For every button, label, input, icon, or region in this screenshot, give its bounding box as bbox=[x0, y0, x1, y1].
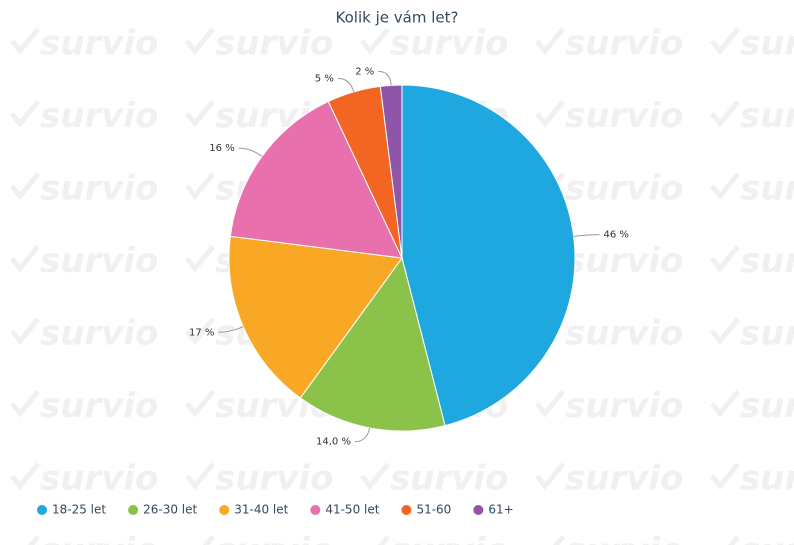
data-label: 17 % bbox=[189, 327, 214, 338]
watermark-check bbox=[185, 99, 215, 128]
legend-label: 41-50 let bbox=[325, 503, 379, 517]
watermark-text: survio bbox=[740, 169, 794, 209]
watermark-text: survio bbox=[740, 386, 794, 426]
watermark-check bbox=[727, 534, 740, 545]
watermark-text: survio bbox=[215, 531, 333, 545]
watermark-text: survio bbox=[740, 314, 794, 354]
watermark-text: survio bbox=[215, 24, 333, 64]
watermark-check bbox=[10, 317, 40, 345]
watermark-check bbox=[710, 172, 740, 200]
watermark-check bbox=[10, 172, 40, 200]
watermark-text: survio bbox=[215, 459, 333, 499]
watermark-text: survio bbox=[565, 241, 683, 281]
legend-label: 18-25 let bbox=[52, 503, 106, 517]
leader-line bbox=[354, 427, 371, 443]
watermark-text: survio bbox=[40, 531, 158, 545]
watermark-text: survio bbox=[40, 24, 158, 64]
watermark-text: survio bbox=[565, 169, 683, 209]
watermark-check bbox=[360, 462, 390, 490]
data-label: 16 % bbox=[209, 143, 234, 154]
watermark-text: survio bbox=[390, 459, 508, 499]
watermark-check bbox=[185, 317, 215, 345]
watermark-check bbox=[10, 389, 40, 418]
watermark-check bbox=[360, 27, 390, 55]
watermark-text: survio bbox=[390, 24, 508, 64]
watermark-text: survio bbox=[390, 531, 508, 545]
watermark-check bbox=[185, 172, 215, 200]
watermark-check bbox=[535, 27, 565, 55]
watermark-check bbox=[710, 244, 740, 273]
chart-title: Kolik je vám let? bbox=[336, 9, 459, 27]
watermark-check bbox=[710, 27, 740, 55]
watermark-text: survio bbox=[40, 459, 158, 499]
watermark-check bbox=[185, 389, 215, 418]
watermark-text: survio bbox=[40, 169, 158, 209]
watermark-text: survio bbox=[740, 96, 794, 136]
legend-label: 26-30 let bbox=[143, 503, 197, 517]
data-label: 2 % bbox=[355, 66, 374, 77]
legend-marker bbox=[310, 505, 321, 515]
watermark-check bbox=[535, 389, 565, 418]
legend-label: 31-40 let bbox=[234, 503, 288, 517]
watermark-check bbox=[185, 462, 215, 490]
legend-marker bbox=[401, 505, 412, 515]
watermark-check bbox=[10, 99, 40, 128]
watermark-text: survio bbox=[40, 314, 158, 354]
watermark-text: survio bbox=[565, 531, 683, 545]
leader-line bbox=[378, 70, 392, 86]
legend-label: 51-60 bbox=[416, 503, 451, 517]
pie-slice bbox=[228, 235, 403, 399]
watermark-text: survio bbox=[565, 314, 683, 354]
watermark-text: survio bbox=[740, 459, 794, 499]
watermark-check bbox=[710, 317, 740, 345]
watermark-check bbox=[10, 462, 40, 490]
watermark-layer: survio survio survio survio survio survio surv… bbox=[10, 24, 794, 545]
watermark-check bbox=[185, 244, 215, 273]
legend-marker bbox=[473, 505, 484, 515]
watermark-check bbox=[535, 462, 565, 490]
watermark-text: survio bbox=[740, 241, 794, 281]
watermark-text: survio bbox=[565, 96, 683, 136]
watermark-check bbox=[535, 99, 565, 128]
watermark-check bbox=[185, 27, 215, 55]
watermark-check bbox=[27, 534, 40, 545]
watermark-text: survio bbox=[565, 386, 683, 426]
leader-line bbox=[337, 77, 355, 93]
watermark-text: survio bbox=[740, 24, 794, 64]
watermark-text: survio bbox=[40, 241, 158, 281]
watermark-check bbox=[552, 534, 565, 545]
leader-line bbox=[573, 234, 600, 237]
legend-marker bbox=[219, 505, 230, 515]
data-label: 5 % bbox=[315, 73, 334, 84]
watermark-check bbox=[10, 27, 40, 55]
watermark-check bbox=[710, 462, 740, 490]
watermark-check bbox=[377, 534, 390, 545]
data-label: 46 % bbox=[604, 230, 629, 241]
legend-marker bbox=[128, 505, 139, 515]
legend-label: 61+ bbox=[488, 503, 513, 517]
watermark-check bbox=[202, 534, 215, 545]
leader-line bbox=[238, 147, 263, 157]
watermark-check bbox=[710, 389, 740, 418]
watermark-text: survio bbox=[565, 24, 683, 64]
watermark-check bbox=[710, 99, 740, 128]
watermark-text: survio bbox=[40, 386, 158, 426]
watermark-check bbox=[10, 244, 40, 273]
data-label: 14,0 % bbox=[316, 437, 351, 448]
legend-marker bbox=[37, 505, 47, 515]
leader-line bbox=[218, 326, 244, 333]
watermark-text: survio bbox=[740, 531, 794, 545]
watermark-text: survio bbox=[40, 96, 158, 136]
watermark-text: survio bbox=[565, 459, 683, 499]
